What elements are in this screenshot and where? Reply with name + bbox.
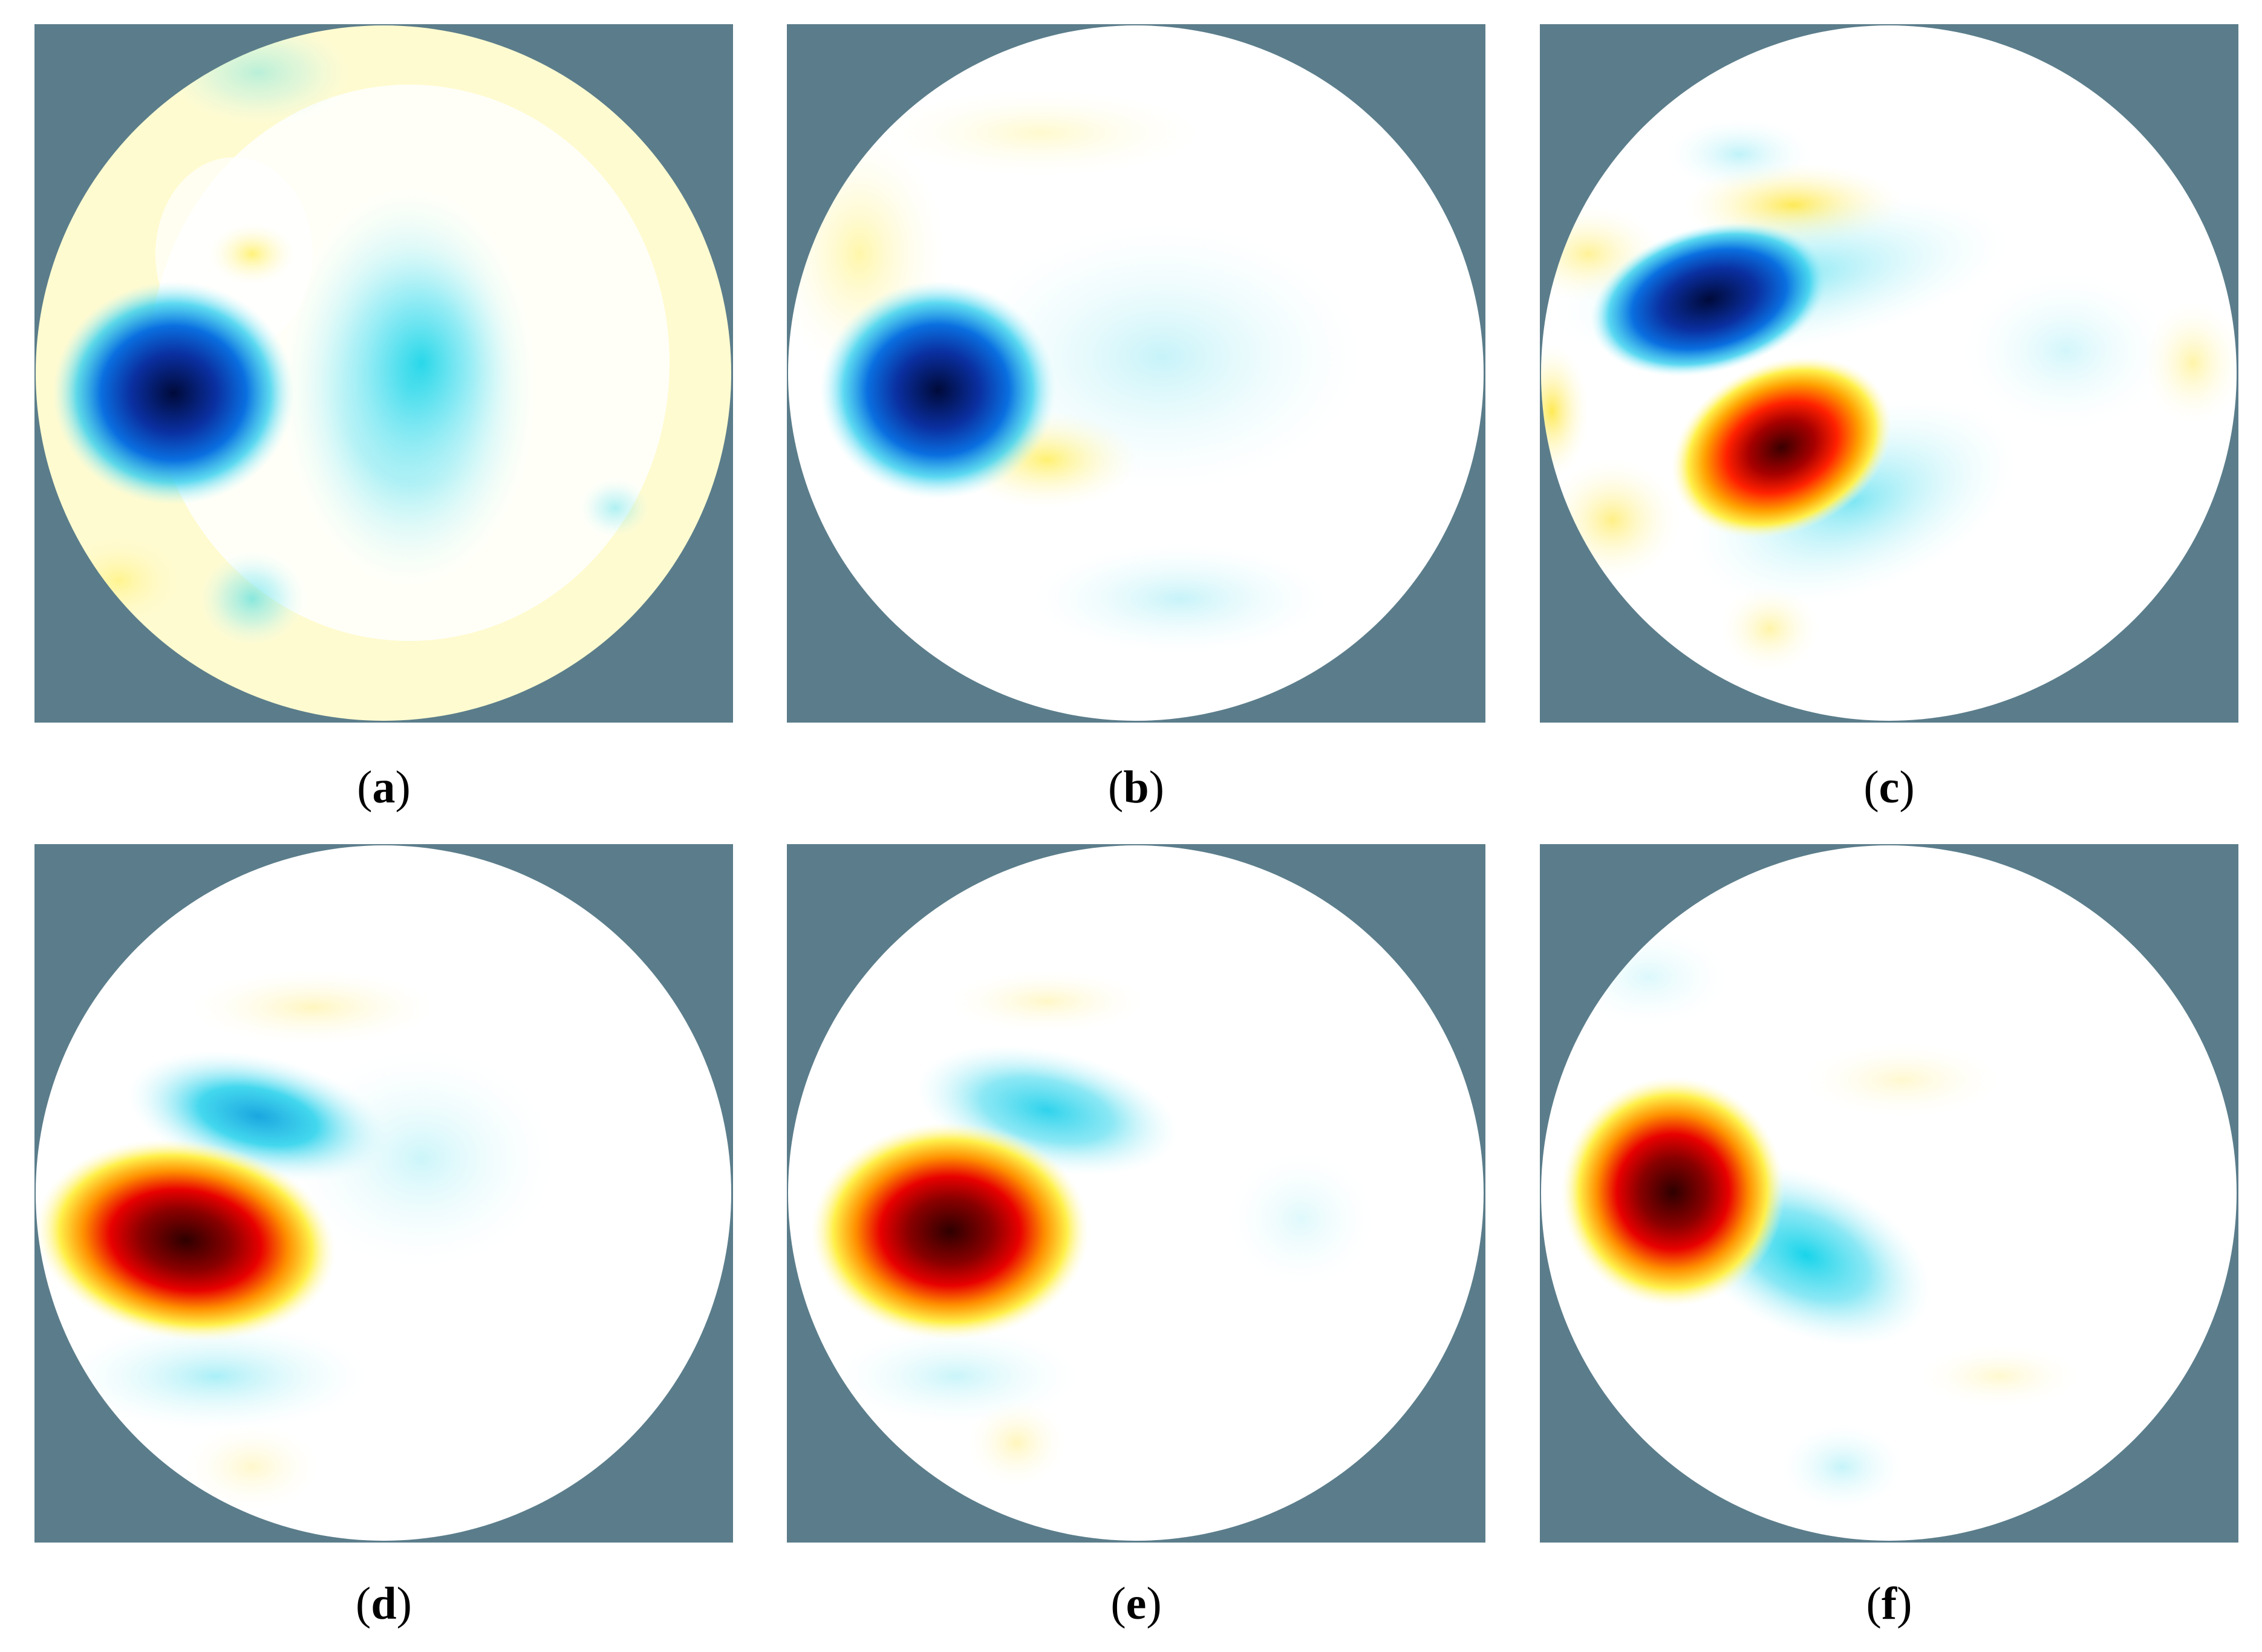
panel-label-c: c xyxy=(1879,762,1900,813)
reconstruction-panel-b xyxy=(787,24,1485,723)
reconstruction-image-b xyxy=(787,24,1485,723)
reconstruction-panel-e xyxy=(787,844,1485,1543)
panel-label-e: e xyxy=(1126,1578,1147,1629)
panel-label-f: f xyxy=(1881,1578,1897,1629)
panel-caption-a: (a) xyxy=(357,762,411,813)
panel-caption-b: (b) xyxy=(1108,762,1164,813)
panel-label-a: a xyxy=(372,762,396,813)
reconstruction-image-f xyxy=(1540,844,2238,1543)
reconstruction-panel-a xyxy=(34,24,733,723)
panel-label-b: b xyxy=(1123,762,1149,813)
panel-caption-c: (c) xyxy=(1863,762,1915,813)
panel-caption-d: (d) xyxy=(356,1578,412,1629)
reconstruction-image-e xyxy=(787,844,1485,1543)
reconstruction-panel-d xyxy=(34,844,733,1543)
reconstruction-image-a xyxy=(34,24,733,723)
reconstruction-panel-f xyxy=(1540,844,2238,1543)
panel-caption-f: (f) xyxy=(1866,1578,1912,1629)
reconstruction-image-d xyxy=(34,844,733,1543)
panel-label-d: d xyxy=(371,1578,397,1629)
reconstruction-image-c xyxy=(1540,24,2238,723)
reconstruction-panel-c xyxy=(1540,24,2238,723)
panel-caption-e: (e) xyxy=(1110,1578,1162,1629)
